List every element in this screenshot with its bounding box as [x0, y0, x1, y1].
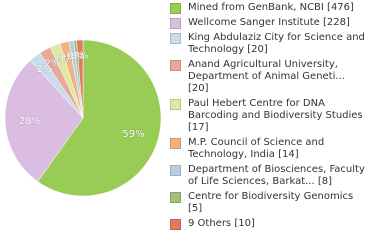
- legend-label: Centre for Biodiversity Genomics [5]: [188, 191, 354, 214]
- pie-slice: [76, 39, 84, 119]
- pie-chart: 59%28%2%2%2%2%1%1%1%: [4, 39, 162, 197]
- legend-item: Wellcome Sanger Institute [228]: [170, 17, 375, 29]
- legend-swatch: [170, 3, 181, 14]
- legend-item: 9 Others [10]: [170, 218, 375, 230]
- legend-swatch: [170, 219, 181, 230]
- legend-swatch: [170, 192, 181, 203]
- legend-swatch: [170, 18, 181, 29]
- pie-slice: [37, 39, 162, 197]
- slice-label: 2%: [60, 52, 76, 63]
- legend-label: Paul Hebert Centre for DNA Barcoding and…: [188, 98, 363, 133]
- legend-label: Mined from GenBank, NCBI [476]: [188, 2, 354, 13]
- legend-item: Department of Biosciences, Faculty of Li…: [170, 164, 375, 188]
- slice-label: 1%: [72, 51, 88, 62]
- slice-label: 2%: [37, 64, 53, 75]
- slice-label: 59%: [122, 129, 144, 140]
- slice-label: 1%: [66, 51, 82, 62]
- legend-label: Anand Agricultural University, Departmen…: [188, 59, 345, 94]
- legend-item: King Abdulaziz City for Science and Tech…: [170, 32, 375, 56]
- pie-slice: [4, 60, 84, 182]
- legend-swatch: [170, 33, 181, 44]
- slice-label: 1%: [69, 51, 85, 62]
- legend-item: Mined from GenBank, NCBI [476]: [170, 2, 375, 14]
- legend-label: King Abdulaziz City for Science and Tech…: [188, 32, 365, 55]
- slice-label: 28%: [19, 116, 41, 127]
- legend-item: Paul Hebert Centre for DNA Barcoding and…: [170, 98, 375, 134]
- slice-label: 2%: [45, 59, 61, 70]
- slice-label: 2%: [53, 55, 69, 66]
- legend-label: Wellcome Sanger Institute [228]: [188, 17, 350, 28]
- legend-swatch: [170, 165, 181, 176]
- legend-item: Anand Agricultural University, Departmen…: [170, 59, 375, 95]
- legend-item: Centre for Biodiversity Genomics [5]: [170, 191, 375, 215]
- legend-swatch: [170, 138, 181, 149]
- legend-item: M.P. Council of Science and Technology, …: [170, 137, 375, 161]
- legend-swatch: [170, 60, 181, 71]
- legend-label: 9 Others [10]: [188, 218, 255, 229]
- legend-label: Department of Biosciences, Faculty of Li…: [188, 164, 365, 187]
- legend: Mined from GenBank, NCBI [476] Wellcome S…: [170, 2, 375, 233]
- legend-label: M.P. Council of Science and Technology, …: [188, 137, 325, 160]
- legend-swatch: [170, 99, 181, 110]
